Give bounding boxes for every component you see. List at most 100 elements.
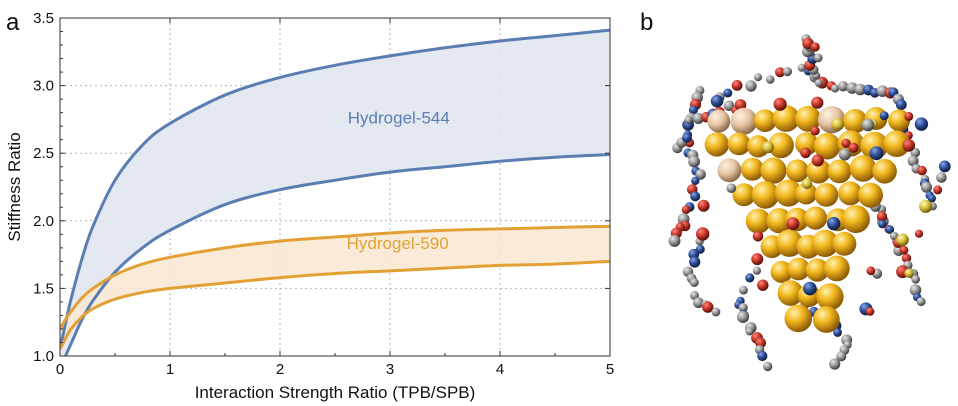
core-atom <box>811 229 839 257</box>
ligand-atom <box>782 67 793 77</box>
series-label-2: Hydrogel-590 <box>347 234 449 253</box>
ligand-atom <box>739 285 748 295</box>
ligand-atom <box>836 351 847 362</box>
band-fill-2 <box>60 226 610 350</box>
surface-atom <box>866 266 876 276</box>
core-atom <box>843 109 868 134</box>
surface-atom <box>786 217 800 231</box>
core-atom <box>795 182 818 205</box>
x-tick-label: 1 <box>166 361 174 378</box>
surface-atom <box>697 199 710 212</box>
surface-atom <box>757 279 769 291</box>
surface-atom <box>914 229 924 238</box>
core-atom <box>795 132 819 156</box>
series-upper-line-2 <box>60 224 610 330</box>
core-atom <box>804 206 828 230</box>
core-atom <box>823 255 850 282</box>
series-upper-line-1 <box>60 28 610 350</box>
ligand-atom <box>895 99 907 111</box>
y-axis-label: Stiffness Ratio <box>5 132 24 241</box>
core-atom <box>827 159 852 184</box>
core-atom <box>806 158 831 184</box>
band-fill-1 <box>60 30 610 356</box>
ligand-atom <box>682 132 692 143</box>
ligand-atom <box>878 220 887 229</box>
surface-atom <box>861 118 875 132</box>
panel-label-b: b <box>640 9 653 36</box>
core-atom <box>883 130 910 157</box>
surface-atom <box>838 148 851 161</box>
ligand-atom <box>692 112 704 124</box>
ligand-atom <box>745 80 757 92</box>
y-tick-label: 3.5 <box>33 10 54 27</box>
y-tick-label: 3.0 <box>33 78 54 95</box>
core-atom <box>753 109 777 132</box>
surface-atom <box>919 199 933 213</box>
surface-atom <box>726 183 737 193</box>
core-atom <box>832 231 857 256</box>
ligand-atom <box>734 99 747 111</box>
ligand-atom <box>745 327 754 336</box>
ligand-atom <box>907 155 919 167</box>
core-atom <box>745 208 771 234</box>
core-atom <box>704 132 729 157</box>
ligand-atom <box>927 194 937 203</box>
surface-atom <box>896 233 909 247</box>
surface-atom <box>902 139 916 152</box>
ligand-atom <box>837 81 849 92</box>
ligand-atom <box>757 350 768 362</box>
core-atom <box>717 158 742 183</box>
core-atom <box>812 306 840 333</box>
surface-atom <box>803 281 817 296</box>
ligand-atom <box>909 284 922 296</box>
ligand-atom <box>702 301 714 313</box>
ligand-atom <box>693 297 704 309</box>
ligand-atom <box>668 234 681 247</box>
core-atom <box>816 283 844 311</box>
ligand-atom <box>691 176 700 185</box>
ligand-atom <box>936 172 947 183</box>
ligand-atom <box>723 88 733 98</box>
core-atom <box>760 157 787 184</box>
surface-atom <box>914 117 929 131</box>
surface-atom <box>752 231 764 242</box>
core-atom <box>784 304 813 333</box>
y-tick-label: 2.0 <box>33 213 54 230</box>
surface-atom <box>831 117 845 131</box>
ligand-atom <box>765 75 775 84</box>
molecular-model-image <box>668 34 951 372</box>
surface-atom <box>904 268 914 278</box>
surface-atom <box>811 96 824 109</box>
ligand-atom <box>830 84 840 93</box>
surface-atom <box>827 216 841 231</box>
x-tick-label: 2 <box>276 361 284 378</box>
ligand-atom <box>690 191 701 202</box>
surface-atom <box>810 126 820 136</box>
core-atom <box>768 132 794 159</box>
ligand-atom <box>751 253 764 266</box>
ligand-atom <box>745 273 755 283</box>
core-atom <box>775 229 804 257</box>
core-atom <box>841 205 870 234</box>
surface-atom <box>800 147 811 159</box>
ligand-atom <box>797 63 806 72</box>
ligand-atom <box>854 83 866 96</box>
ligand-atom <box>695 169 706 180</box>
series-lower-line-1 <box>63 153 610 356</box>
axis-ticks: 0 1 2 3 4 5 1.0 1.5 2.0 2.5 3.0 3.5 <box>33 10 614 378</box>
surface-atom <box>841 138 851 148</box>
surface-atom <box>869 146 884 161</box>
ligand-atom <box>921 181 932 193</box>
core-atom <box>772 105 800 132</box>
ligand-atom <box>910 147 921 158</box>
series-lower-line-2 <box>60 259 610 350</box>
surface-atom <box>696 227 710 241</box>
ligand-atom <box>684 115 693 125</box>
series-label-1: Hydrogel-544 <box>348 108 450 127</box>
core-atom <box>858 182 883 208</box>
y-tick-label: 1.5 <box>33 280 54 297</box>
ligand-atom <box>813 53 823 63</box>
stiffness-chart: 0 1 2 3 4 51.01.52.02.53.03.5 Hydrogel-544Hyd… <box>5 10 614 402</box>
surface-atom <box>811 154 824 167</box>
